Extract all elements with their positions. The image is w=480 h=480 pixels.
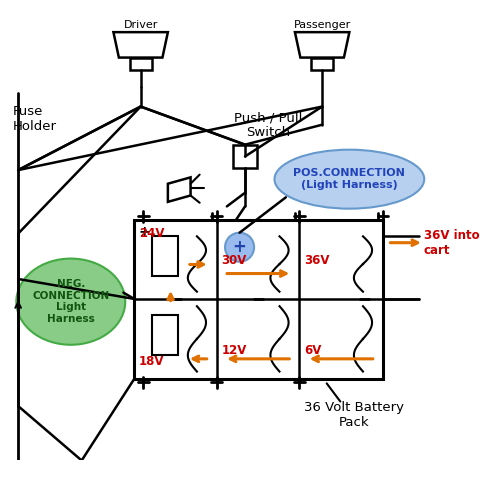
Bar	[153, 315, 178, 355]
Bar	[130, 58, 152, 70]
Ellipse shape	[16, 259, 125, 345]
Text: 18V: 18V	[139, 355, 164, 368]
Text: Driver: Driver	[123, 20, 158, 30]
Text: Passenger: Passenger	[294, 20, 351, 30]
Text: Push / Pull
Switch: Push / Pull Switch	[233, 111, 302, 139]
Text: 12V: 12V	[221, 344, 247, 357]
Text: POS.CONNECTION
(Light Harness): POS.CONNECTION (Light Harness)	[293, 168, 405, 190]
Ellipse shape	[275, 150, 424, 209]
Text: 6V: 6V	[304, 344, 322, 357]
Text: 36V: 36V	[304, 253, 329, 266]
Bar	[153, 236, 178, 276]
Bar	[311, 58, 333, 70]
Bar	[233, 144, 257, 168]
Text: 30V: 30V	[221, 253, 247, 266]
Bar	[134, 220, 383, 379]
Ellipse shape	[225, 233, 254, 262]
Text: 36V into
cart: 36V into cart	[424, 229, 480, 257]
Text: 24V: 24V	[139, 227, 164, 240]
Text: NEG.
CONNECTION
Light
Harness: NEG. CONNECTION Light Harness	[32, 279, 109, 324]
Text: 36 Volt Battery
Pack: 36 Volt Battery Pack	[304, 401, 404, 430]
Text: Fuse
Holder: Fuse Holder	[12, 105, 57, 133]
Text: +: +	[139, 225, 150, 239]
Text: +: +	[233, 238, 247, 256]
